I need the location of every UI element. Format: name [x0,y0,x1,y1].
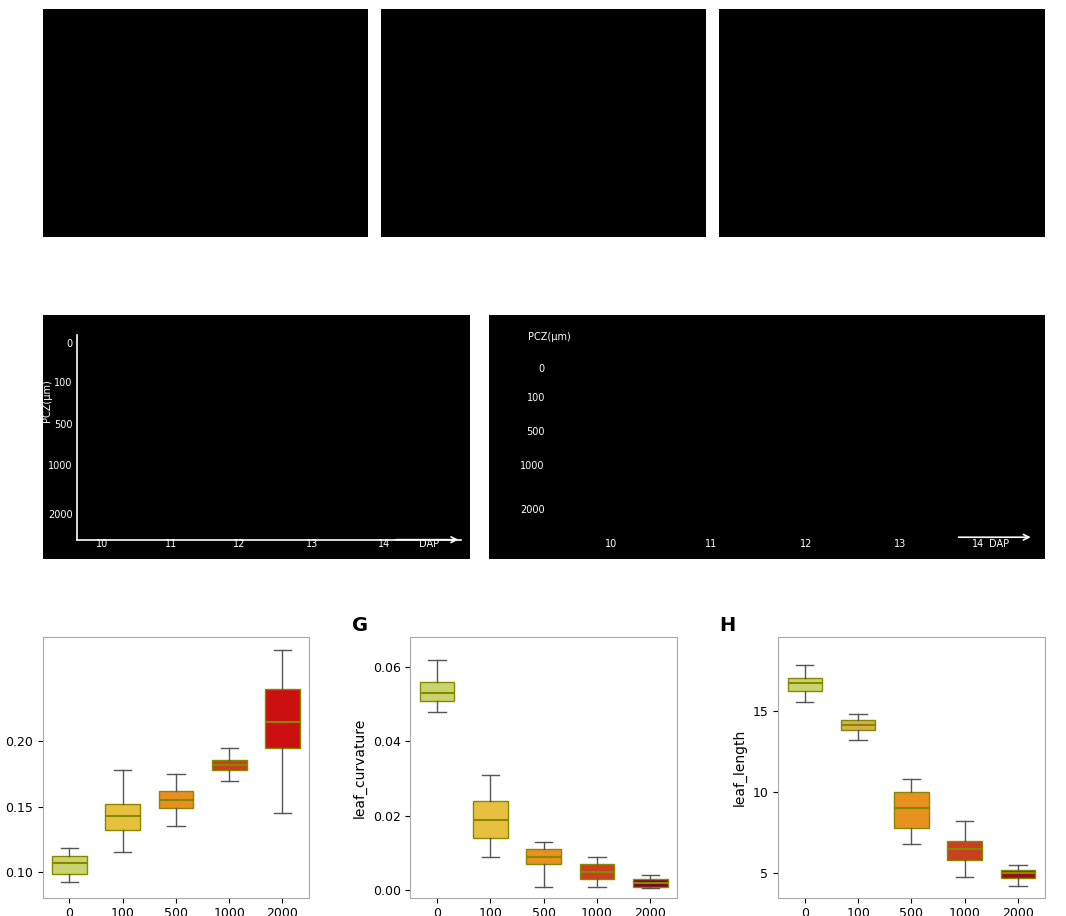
Text: 100: 100 [54,378,72,388]
Text: 2000: 2000 [520,506,545,516]
Text: 11: 11 [706,540,717,550]
PathPatch shape [894,792,928,828]
Text: H: H [720,616,736,636]
Text: 14: 14 [972,540,984,550]
PathPatch shape [52,856,86,874]
Text: 12: 12 [800,540,812,550]
Y-axis label: leaf_curvature: leaf_curvature [353,717,367,818]
Text: 13: 13 [306,540,318,550]
PathPatch shape [1001,870,1035,878]
PathPatch shape [788,678,822,691]
Text: 0: 0 [66,340,72,349]
Text: 12: 12 [233,540,245,550]
Text: E: E [506,322,519,342]
Text: PCZ(μm): PCZ(μm) [42,379,52,422]
Text: C: C [732,16,746,35]
Text: PCZ(μm): PCZ(μm) [529,333,571,343]
Text: 13: 13 [894,540,906,550]
PathPatch shape [159,791,193,808]
PathPatch shape [212,759,246,770]
PathPatch shape [106,804,140,830]
Text: B: B [394,16,408,35]
Y-axis label: leaf_length: leaf_length [733,729,747,806]
Text: D: D [55,322,71,342]
Text: 2000: 2000 [48,510,72,520]
PathPatch shape [265,690,300,748]
Text: 14: 14 [378,540,390,550]
PathPatch shape [420,682,454,701]
Text: 0: 0 [538,364,545,374]
Text: DAP: DAP [989,540,1010,550]
Text: 100: 100 [527,393,545,403]
PathPatch shape [633,879,667,887]
PathPatch shape [473,801,507,838]
Text: DAP: DAP [419,540,438,550]
Text: 1000: 1000 [48,462,72,472]
PathPatch shape [527,849,561,864]
Text: 1000: 1000 [520,462,545,472]
PathPatch shape [841,720,875,730]
Text: 11: 11 [164,540,177,550]
Text: 500: 500 [527,427,545,437]
PathPatch shape [580,864,614,879]
Text: G: G [352,616,368,636]
PathPatch shape [948,841,982,860]
Text: 500: 500 [54,420,72,430]
Text: A: A [55,16,70,35]
Text: 10: 10 [605,540,617,550]
Text: 10: 10 [96,540,109,550]
